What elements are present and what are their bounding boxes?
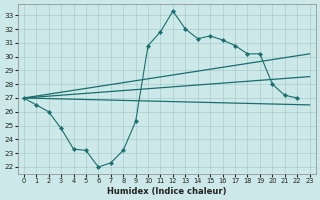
X-axis label: Humidex (Indice chaleur): Humidex (Indice chaleur): [107, 187, 227, 196]
